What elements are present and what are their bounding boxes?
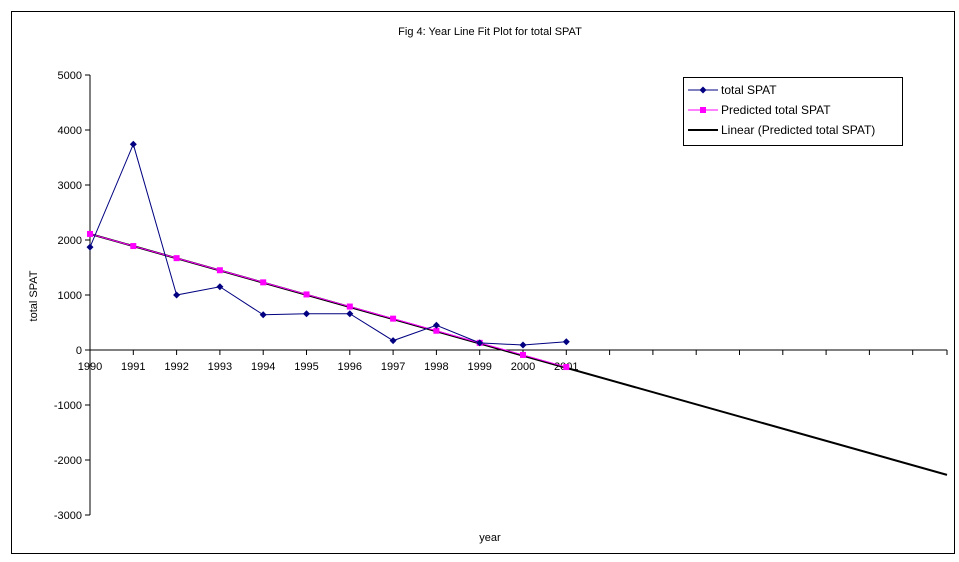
y-tick-label: -2000 [54,455,82,467]
data-point-predicted [173,255,180,262]
data-point-total-spat [389,337,397,345]
data-point-total-spat [519,341,527,349]
legend-item-linear-trend: Linear (Predicted total SPAT) [688,123,875,137]
x-tick-label: 1999 [467,361,491,373]
x-tick-label: 1995 [294,361,318,373]
data-point-predicted [216,267,223,274]
data-point-total-spat [129,140,137,148]
x-tick-label: 1991 [121,361,145,373]
x-tick-label: 1990 [78,361,102,373]
y-tick-label: 2000 [58,235,82,247]
series-line-total-spat [89,142,567,346]
data-point-predicted [130,243,137,250]
data-point-total-spat [216,283,224,291]
legend-item-predicted-total-spat: Predicted total SPAT [688,103,831,117]
legend-box [683,77,903,146]
data-point-total-spat [86,243,94,251]
legend-item-total-spat: total SPAT [688,83,777,97]
x-tick-label: 1994 [251,361,275,373]
legend-label-linear: Linear (Predicted total SPAT) [721,123,875,137]
data-point-total-spat [562,338,570,346]
y-tick-label: 3000 [58,180,82,192]
chart-title: Fig 4: Year Line Fit Plot for total SPAT [398,26,582,38]
y-tick-label: -3000 [54,510,82,522]
x-tick-label: 2000 [511,361,535,373]
y-tick-label: -1000 [54,400,82,412]
data-point-predicted [303,291,310,298]
data-point-total-spat [173,291,181,299]
data-point-predicted [433,327,440,334]
data-point-predicted [520,351,526,358]
data-point-predicted [87,230,93,237]
legend-marker-diamond-icon [699,86,707,94]
series-layer [86,140,948,476]
data-point-total-spat [259,311,267,319]
data-point-predicted [563,364,570,371]
data-point-total-spat [346,310,354,318]
legend: total SPAT Predicted total SPAT Linear (… [683,77,903,146]
legend-marker-square-icon [700,107,706,113]
series-line-predicted [89,233,567,368]
y-tick-label: 1000 [58,290,82,302]
x-tick-label: 1993 [208,361,232,373]
x-tick-label: 1996 [338,361,362,373]
data-point-total-spat [476,339,484,347]
data-point-total-spat [303,310,310,318]
data-point-total-spat [432,321,440,329]
y-axis-label: total SPAT [28,270,40,321]
x-tick-label: 1992 [164,361,188,373]
legend-label-total-spat: total SPAT [721,83,777,97]
x-tick-label: 1998 [424,361,448,373]
y-tick-label: 4000 [58,125,82,137]
data-point-predicted [390,315,397,322]
x-axis-label: year [479,532,501,544]
legend-label-predicted: Predicted total SPAT [721,103,831,117]
y-tick-label: 0 [76,345,82,357]
data-point-predicted [260,279,267,286]
y-tick-label: 5000 [58,70,82,82]
axes: -3000 -2000 -1000 0 1000 2000 3000 4000 5000 1990… [54,70,948,522]
data-point-predicted [346,303,353,310]
x-tick-label: 1997 [381,361,405,373]
